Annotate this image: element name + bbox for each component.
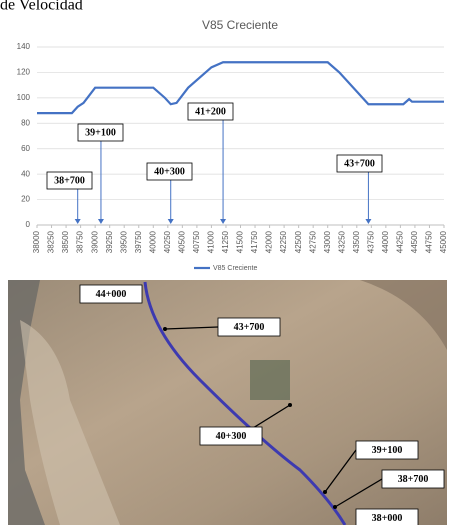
map: 44+000 43+700 40+300 39+100 38+700 38+000 bbox=[8, 280, 447, 525]
x-tick-label: 41250 bbox=[221, 230, 230, 253]
series-line bbox=[37, 61, 444, 115]
x-tick-label: 38750 bbox=[76, 230, 85, 253]
x-tick-label: 42250 bbox=[279, 230, 288, 253]
map-label-box bbox=[217, 317, 281, 337]
y-tick-label: 20 bbox=[21, 195, 30, 204]
chart-title: V85 Creciente bbox=[202, 18, 278, 32]
x-tick-label: 43000 bbox=[323, 230, 332, 253]
annotation: 38+700 bbox=[46, 171, 93, 190]
annotation-label: 43+700 bbox=[344, 158, 375, 169]
y-tick-label: 0 bbox=[26, 220, 31, 229]
annotation: 43+700 bbox=[336, 154, 383, 173]
map-label-text: 40+300 bbox=[216, 431, 247, 442]
map-label-text: 39+100 bbox=[372, 445, 403, 456]
hills bbox=[360, 280, 447, 350]
arrow-head bbox=[74, 219, 81, 224]
x-tick-label: 42750 bbox=[308, 230, 317, 253]
arrow-head bbox=[97, 219, 104, 224]
x-tick-label: 39750 bbox=[134, 230, 143, 253]
map-arrow bbox=[324, 449, 357, 493]
x-tick-label: 42500 bbox=[294, 230, 303, 253]
map-label: 44+000 bbox=[79, 284, 143, 304]
y-tick-label: 140 bbox=[17, 42, 31, 51]
map-label: 38+000 bbox=[355, 508, 419, 525]
x-tick-label: 44750 bbox=[425, 230, 434, 253]
annotation-box bbox=[46, 171, 93, 190]
annotation-box bbox=[146, 162, 193, 181]
map-label-box bbox=[355, 440, 419, 460]
x-tick-label: 41500 bbox=[236, 230, 245, 253]
legend-label: V85 Creciente bbox=[213, 265, 257, 272]
map-label: 39+100 bbox=[355, 440, 419, 460]
annotation: 39+100 bbox=[77, 123, 124, 142]
map-label: 43+700 bbox=[217, 317, 281, 337]
map-label-text: 43+700 bbox=[234, 322, 265, 333]
x-tick-label: 40000 bbox=[148, 230, 157, 253]
x-tick-label: 44000 bbox=[381, 230, 390, 253]
map-label-box bbox=[381, 469, 445, 489]
annotation-box bbox=[77, 123, 124, 142]
x-tick-label: 39500 bbox=[119, 230, 128, 253]
map-label-text: 44+000 bbox=[96, 289, 127, 300]
x-tick-label: 38000 bbox=[32, 230, 41, 253]
map-arrow-head bbox=[323, 490, 327, 494]
x-tick-label: 38250 bbox=[47, 230, 56, 253]
annotation-box bbox=[187, 102, 234, 121]
chart: V85 Creciente 0 20 40 60 80 100 120 140 38000 382… bbox=[17, 18, 448, 272]
annotation: 40+300 bbox=[146, 162, 193, 181]
annotation-label: 39+100 bbox=[85, 127, 116, 138]
coast bbox=[8, 280, 45, 525]
annotation-label: 40+300 bbox=[154, 166, 185, 177]
annotation-label: 38+700 bbox=[54, 175, 85, 186]
x-tick-label: 40750 bbox=[192, 230, 201, 253]
x-tick-label: 42000 bbox=[265, 230, 274, 253]
annotation-label: 41+200 bbox=[195, 106, 226, 117]
y-tick-label: 60 bbox=[21, 144, 30, 153]
map-label: 38+700 bbox=[381, 469, 445, 489]
x-tick-label: 44500 bbox=[410, 230, 419, 253]
map-arrow-head bbox=[163, 327, 167, 331]
arrow-head bbox=[365, 219, 372, 224]
fields bbox=[250, 360, 290, 400]
x-tick-label: 39250 bbox=[105, 230, 114, 253]
x-tick-label: 44250 bbox=[396, 230, 405, 253]
x-tick-label: 43250 bbox=[337, 230, 346, 253]
arrow-head bbox=[220, 219, 227, 224]
map-label-box bbox=[199, 426, 263, 446]
map-label-box bbox=[79, 284, 143, 304]
y-tick-label: 40 bbox=[21, 169, 30, 178]
x-tick-label: 38500 bbox=[61, 230, 70, 253]
x-tick-label: 43500 bbox=[352, 230, 361, 253]
x-tick-label: 45000 bbox=[439, 230, 448, 253]
x-tick-label: 40250 bbox=[163, 230, 172, 253]
annotation-box bbox=[336, 154, 383, 173]
y-tick-label: 80 bbox=[21, 118, 30, 127]
road bbox=[143, 281, 347, 525]
x-tick-label: 43750 bbox=[366, 230, 375, 253]
x-tick-label: 39000 bbox=[90, 230, 99, 253]
map-label-text: 38+000 bbox=[372, 513, 403, 524]
map-arrow bbox=[164, 326, 219, 330]
arrow-head bbox=[167, 219, 174, 224]
x-tick-label: 41000 bbox=[207, 230, 216, 253]
y-tick-label: 120 bbox=[17, 68, 31, 77]
annotation: 41+200 bbox=[187, 102, 234, 121]
y-tick-label: 100 bbox=[17, 93, 31, 102]
map-label-box bbox=[355, 508, 419, 525]
map-arrow-head bbox=[333, 505, 337, 509]
x-tick-label: 41750 bbox=[250, 230, 259, 253]
map-arrow bbox=[334, 478, 383, 508]
map-label-text: 38+700 bbox=[398, 474, 429, 485]
header-text: de Velocidad bbox=[0, 0, 83, 14]
town bbox=[20, 320, 120, 525]
map-arrow-head bbox=[288, 403, 292, 407]
x-tick-label: 40500 bbox=[177, 230, 186, 253]
map-label: 40+300 bbox=[199, 426, 263, 446]
